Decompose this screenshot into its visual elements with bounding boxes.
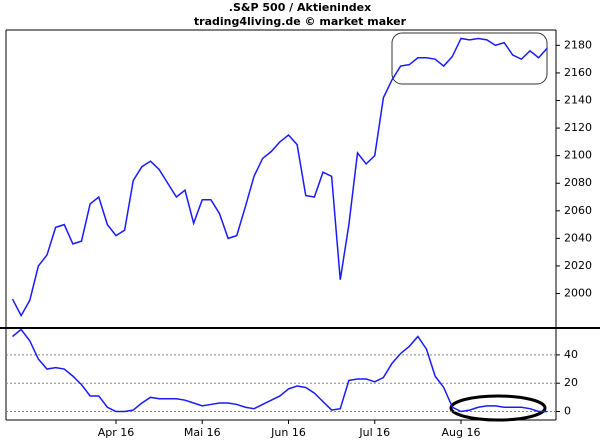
y-tick-label: 2160 [564,66,592,79]
y-tick-label: 2060 [564,204,592,217]
y-tick-label: 2100 [564,149,592,162]
data-line [11,37,548,318]
highlight-box [391,32,548,85]
highlight-ellipse [449,394,547,422]
y-tick-label: 2080 [564,176,592,189]
x-tick-label: Jun 16 [270,426,306,439]
data-line [12,328,548,413]
y-tick-label: 2180 [564,38,592,51]
y-tick-label: 40 [564,348,578,361]
y-tick-label: 2020 [564,259,592,272]
y-tick-label: 2000 [564,287,592,300]
x-tick-label: Jul 16 [358,426,390,439]
y-tick-label: 2120 [564,121,592,134]
x-tick-label: Mai 16 [184,426,221,439]
y-tick-label: 2040 [564,231,592,244]
y-tick-label: 0 [564,405,571,418]
chart-title: .S&P 500 / Aktienindex [229,1,371,14]
chart-subtitle: trading4living.de © market maker [194,15,407,28]
x-tick-label: Aug 16 [442,426,481,439]
y-tick-label: 20 [564,376,578,389]
x-tick-label: Apr 16 [98,426,135,439]
y-tick-label: 2140 [564,94,592,107]
